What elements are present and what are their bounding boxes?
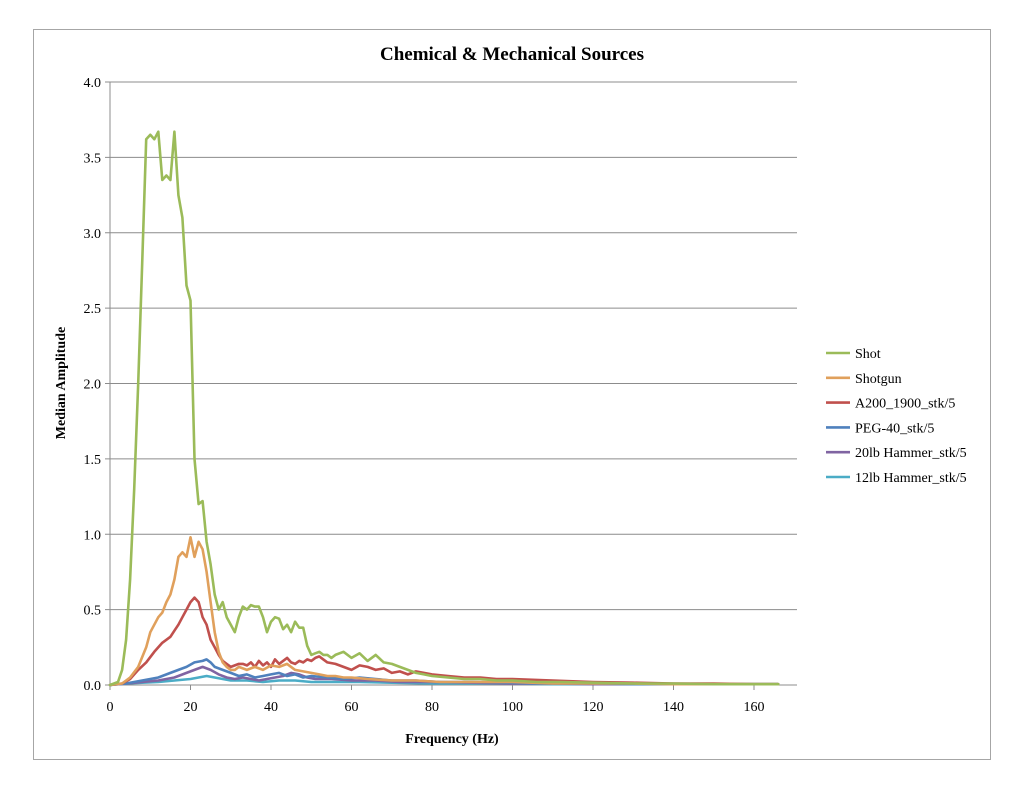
chart-frame	[33, 29, 991, 760]
x-tick-label: 120	[583, 700, 604, 715]
x-axis-title: Frequency (Hz)	[405, 732, 499, 747]
legend-label: PEG-40_stk/5	[855, 421, 934, 436]
x-tick-label: 100	[502, 700, 523, 715]
y-tick-label: 0.0	[84, 679, 102, 694]
x-tick-label: 0	[107, 700, 114, 715]
legend-label: Shotgun	[855, 372, 902, 387]
x-tick-labels: 0 20 40 60 80 100 120 140 160	[107, 700, 765, 715]
y-tick-label: 1.0	[84, 528, 102, 543]
legend-label: A200_1900_stk/5	[855, 397, 955, 412]
axes	[105, 81, 797, 690]
y-tick-label: 2.0	[84, 378, 102, 393]
x-tick-label: 20	[184, 700, 198, 715]
gridlines	[110, 81, 797, 611]
legend-label: 12lb Hammer_stk/5	[855, 471, 967, 486]
y-tick-label: 2.5	[84, 302, 102, 317]
chart-title: Chemical & Mechanical Sources	[380, 44, 644, 65]
y-tick-label: 0.5	[84, 604, 102, 619]
x-tick-label: 140	[663, 700, 684, 715]
y-tick-label: 3.0	[84, 227, 102, 242]
y-tick-label: 1.5	[84, 453, 102, 468]
x-tick-label: 160	[744, 700, 765, 715]
series-line-1	[108, 535, 780, 687]
legend: Shot Shotgun A200_1900_stk/5 PEG-40_stk/5 20…	[826, 347, 967, 486]
series-lines	[108, 130, 780, 687]
y-tick-label: 3.5	[84, 151, 102, 166]
y-tick-label: 4.0	[84, 76, 102, 91]
y-axis-title: Median Amplitude	[54, 327, 69, 439]
legend-label: 20lb Hammer_stk/5	[855, 446, 967, 461]
y-tick-labels: 0.0 0.5 1.0 1.5 2.0 2.5 3.0 3.5 4.0	[84, 76, 102, 694]
x-tick-label: 60	[345, 700, 359, 715]
series-line-2	[108, 596, 780, 687]
x-tick-label: 40	[264, 700, 278, 715]
x-tick-label: 80	[425, 700, 439, 715]
legend-label: Shot	[855, 347, 881, 362]
series-line-0	[108, 130, 780, 687]
